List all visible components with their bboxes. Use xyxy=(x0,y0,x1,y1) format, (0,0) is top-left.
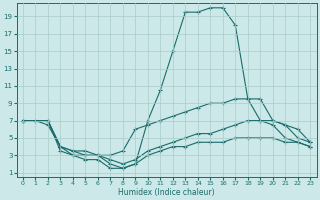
X-axis label: Humidex (Indice chaleur): Humidex (Indice chaleur) xyxy=(118,188,215,197)
